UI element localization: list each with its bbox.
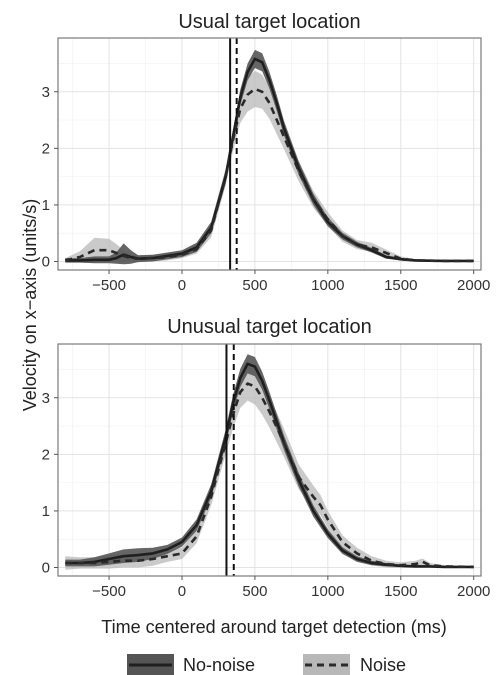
y-axis-title: Velocity on x−axis (units/s): [20, 199, 40, 412]
legend-label-noise: Noise: [360, 655, 406, 675]
x-tick-label: 1000: [311, 583, 344, 600]
legend-label-no-noise: No-noise: [183, 655, 255, 675]
x-tick-label: −500: [92, 277, 126, 294]
x-tick-label: 0: [178, 277, 186, 294]
plot-area: [65, 344, 474, 576]
y-tick-label: 0: [42, 254, 50, 271]
x-axis-title: Time centered around target detection (m…: [101, 617, 447, 637]
x-tick-label: 2000: [457, 583, 490, 600]
x-tick-label: 500: [242, 583, 267, 600]
series-line-noise: [65, 87, 474, 263]
x-tick-label: 1500: [384, 277, 417, 294]
y-tick-label: 3: [42, 84, 50, 101]
y-tick-label: 3: [42, 390, 50, 407]
panel-title: Unusual target location: [167, 316, 372, 338]
x-tick-label: 1000: [311, 277, 344, 294]
confidence-band-noise: [65, 70, 474, 263]
panel-title: Usual target location: [178, 11, 360, 33]
y-tick-label: 2: [42, 140, 50, 157]
plot-area: [65, 38, 474, 270]
series-line-noise: [65, 382, 474, 569]
legend: No-noise Noise: [127, 654, 406, 675]
y-tick-label: 2: [42, 446, 50, 463]
panel-usual-target: Usual target location −500 0 500 1000 1500 200…: [42, 11, 491, 294]
panel-border: [57, 37, 482, 271]
series-line-no-noise: [65, 362, 474, 569]
panel-unusual-target: Unusual target location −500 0 500 1000 1500 2…: [42, 316, 491, 600]
plot-background: [58, 344, 481, 576]
x-tick-label: −500: [92, 583, 126, 600]
panel-border: [57, 343, 482, 577]
x-tick-label: 1500: [384, 583, 417, 600]
x-tick-label: 500: [242, 277, 267, 294]
y-tick-label: 1: [42, 197, 50, 214]
grid: [58, 38, 481, 270]
legend-key-noise-band: [303, 654, 350, 675]
y-tick-label: 1: [42, 503, 50, 520]
x-tick-label: 0: [178, 583, 186, 600]
x-tick-label: 2000: [457, 277, 490, 294]
y-tick-label: 0: [42, 560, 50, 577]
